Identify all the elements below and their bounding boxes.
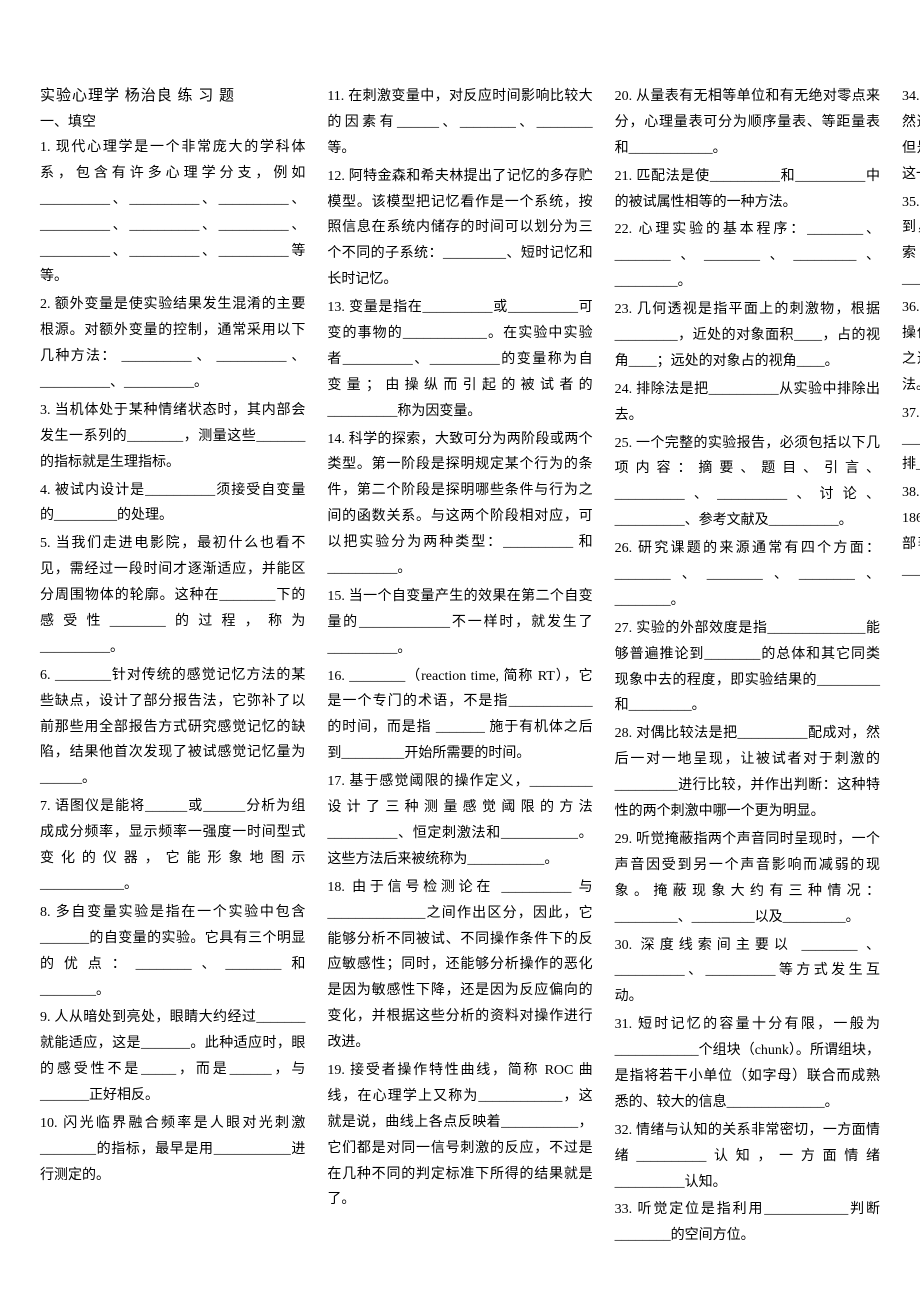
page: 实验心理学 杨治良 练 习 题 一、填空 1. 现代心理学是一个非常庞大的学科体… — [0, 0, 920, 1302]
question-7: 7. 语图仪是能将______或______分析为组成成分频率，显示频率一强度一… — [40, 794, 305, 898]
question-31: 31. 短时记忆的容量十分有限，一般为____________个组块（chunk… — [615, 1012, 880, 1116]
question-1: 1. 现代心理学是一个非常庞大的学科体系，包含有许多心理学分支，例如______… — [40, 135, 305, 290]
section-heading: 一、填空 — [40, 111, 305, 131]
question-19: 19. 接受者操作特性曲线，简称 ROC 曲线，在心理学上又称为________… — [327, 1058, 592, 1213]
question-18: 18. 由于信号检测论在 __________ 与______________之… — [327, 875, 592, 1056]
question-34: 34. 从不同角度观看一个熟悉的物体时，虽然这个物体在视网膜上的映像都不相同，但… — [902, 84, 920, 188]
question-8: 8. 多自变量实验是指在一个实验中包含_______的自变量的实验。它具有三个明… — [40, 900, 305, 1004]
doc-title: 实验心理学 杨治良 练 习 题 — [40, 84, 305, 105]
question-32: 32. 情绪与认知的关系非常密切，一方面情绪__________认知，一方面情绪… — [615, 1118, 880, 1196]
question-20: 20. 从量表有无相等单位和有无绝对零点来分，心理量表可分为顺序量表、等距量表和… — [615, 84, 880, 162]
question-33: 33. 听觉定位是指利用____________判断________的空间方位。 — [615, 1197, 880, 1249]
question-26: 26. 研究课题的来源通常有四个方面：________、________、___… — [615, 536, 880, 614]
question-37: 37. 实验设计乃是进行科学实验前做的____________。它主要是____… — [902, 401, 920, 479]
question-14: 14. 科学的探索，大致可分为两阶段或两个类型。第一阶段是探明规定某个行为的条件… — [327, 427, 592, 582]
question-9: 9. 人从暗处到亮处，眼睛大约经过_______就能适应，这是_______。此… — [40, 1005, 305, 1109]
question-17: 17. 基于感觉阈限的操作定义，_________设计了三种测量感觉阈限的方法_… — [327, 769, 592, 873]
question-29: 29. 听觉掩蔽指两个声音同时呈现时，一个声音因受到另一个声音影响而减弱的现象。… — [615, 827, 880, 931]
question-30: 30. 深度线索间主要以 ________ 、__________、______… — [615, 933, 880, 1011]
question-12: 12. 阿特金森和希夫林提出了记忆的多存贮模型。该模型把记忆看作是一个系统，按照… — [327, 164, 592, 293]
question-13: 13. 变量是指在__________或__________可变的事物的____… — [327, 295, 592, 424]
question-3: 3. 当机体处于某种情绪状态时，其内部会发生一系列的________，测量这些_… — [40, 398, 305, 476]
question-25: 25. 一个完整的实验报告，必须包括以下几项内容：摘要、题目、引言、______… — [615, 431, 880, 535]
question-15: 15. 当一个自变量产生的效果在第二个自变量的_____________不一样时… — [327, 584, 592, 662]
question-2: 2. 额外变量是使实验结果发生混淆的主要根源。对额外变量的控制，通常采用以下几种… — [40, 292, 305, 396]
question-5: 5. 当我们走进电影院，最初什么也看不见，需经过一段时间才逐渐适应，并能区分周围… — [40, 531, 305, 660]
question-24: 24. 排除法是把__________从实验中排除出去。 — [615, 377, 880, 429]
question-23: 23. 几何透视是指平面上的刺激物，根据_________，近处的对象面积___… — [615, 297, 880, 375]
question-21: 21. 匹配法是使__________和__________中的被试属性相等的一… — [615, 164, 880, 216]
question-38: 38. 实验心理学的主要先驱之一费希纳，在1860 年发表了巨著________… — [902, 480, 920, 584]
question-35: 35. 许多深度线索只需要一只眼睛就能感受到，刺激物所具有的此类特征称为单眼线索… — [902, 190, 920, 294]
question-27: 27. 实验的外部效度是指______________能够普遍推论到______… — [615, 616, 880, 720]
question-4: 4. 被试内设计是__________须接受自变量的_________的处理。 — [40, 478, 305, 530]
question-6: 6. ________针对传统的感觉记忆方法的某些缺点，设计了部分报告法，它弥补… — [40, 663, 305, 792]
question-10: 10. 闪光临界融合频率是人眼对光刺激________的指标，最早是用_____… — [40, 1111, 305, 1189]
question-28: 28. 对偶比较法是把__________配成对，然后一对一地呈现，让被试者对于… — [615, 721, 880, 825]
question-36: 36. 实验，是指通过______、___________操作环境，导致某些行为… — [902, 295, 920, 399]
question-22: 22. 心理实验的基本程序：________、________、________… — [615, 217, 880, 295]
question-16: 16. ________（reaction time, 简称 RT），它是一个专… — [327, 664, 592, 768]
question-11: 11. 在刺激变量中，对反应时间影响比较大的因素有______、________… — [327, 84, 592, 162]
